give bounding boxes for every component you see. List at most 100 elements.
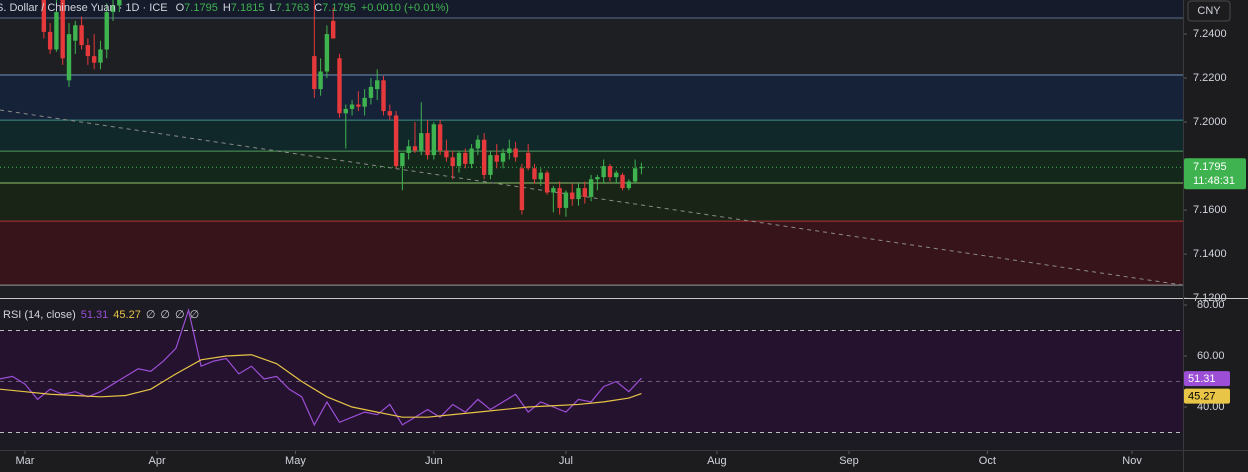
value-label-box xyxy=(1184,371,1230,387)
candle-body xyxy=(525,152,531,169)
countdown: 11:48:31 xyxy=(1193,175,1235,187)
candle-body xyxy=(639,167,644,169)
candle-body xyxy=(494,155,499,162)
value-label: 45.27 xyxy=(1188,390,1216,402)
candle-body xyxy=(576,188,581,200)
value-label-box xyxy=(1184,388,1230,404)
candle-body xyxy=(85,45,91,57)
candle-body xyxy=(356,104,361,107)
candle-body xyxy=(481,139,487,175)
rsi-placeholder: ∅ xyxy=(160,309,170,321)
candle-body xyxy=(381,80,386,112)
last-price-box xyxy=(1184,158,1246,190)
currency-box[interactable] xyxy=(1187,0,1231,22)
candle-body xyxy=(375,80,380,90)
candle-body xyxy=(41,0,47,32)
candle-body xyxy=(110,5,116,13)
candle-body xyxy=(488,155,493,175)
price-zone xyxy=(0,18,1183,76)
ohlc-key: O xyxy=(176,2,185,14)
ohlc-value: 7.1795 xyxy=(184,2,218,14)
candle-body xyxy=(330,20,336,39)
candle-body xyxy=(98,49,103,63)
ohlc-key: H xyxy=(223,2,231,14)
price-zone xyxy=(0,0,1183,19)
price-zone xyxy=(0,221,1183,286)
y-tick-label: 7.1400 xyxy=(1193,248,1227,260)
rsi-placeholder: ∅ xyxy=(175,309,185,321)
candle-body xyxy=(431,124,437,156)
candle-body xyxy=(117,0,122,6)
x-tick-label: Oct xyxy=(979,455,996,467)
candle-body xyxy=(456,152,462,167)
rsi-title: RSI (14, close) xyxy=(3,309,76,321)
ohlc-value: 7.1815 xyxy=(231,2,265,14)
candle-body xyxy=(570,192,575,200)
y-tick-label: 7.2400 xyxy=(1193,28,1227,40)
candle-body xyxy=(557,188,562,208)
price-zone xyxy=(0,285,1183,297)
candle-body xyxy=(412,146,418,151)
candle-body xyxy=(500,152,506,162)
rsi-legend-value: 45.27 xyxy=(113,309,141,321)
rsi-legend: RSI (14, close) 51.31 45.27 ∅ ∅ ∅ ∅ xyxy=(3,309,199,321)
symbol-title: S. Dollar / Chinese Yuan · 1D · ICE xyxy=(0,2,168,14)
candle-body xyxy=(349,104,355,109)
x-tick-label: Apr xyxy=(149,455,166,467)
last-price-label: 7.1795 xyxy=(1193,161,1227,173)
candle-body xyxy=(513,148,518,158)
candle-body xyxy=(626,181,632,189)
header-legend: S. Dollar / Chinese Yuan · 1D · ICE O7.17… xyxy=(0,2,449,14)
price-pane xyxy=(0,0,1183,297)
price-zone xyxy=(0,120,1183,152)
candle-body xyxy=(475,139,481,149)
rsi-placeholder: ∅ xyxy=(146,309,156,321)
price-change: +0.0010 (+0.01%) xyxy=(361,2,449,14)
x-tick-label: Mar xyxy=(15,455,34,467)
candle-body xyxy=(588,179,594,197)
candle-body xyxy=(582,188,588,197)
rsi-legend-value: 51.31 xyxy=(81,309,109,321)
candle-body xyxy=(318,71,323,90)
x-tick-label: Jun xyxy=(425,455,443,467)
candle-body xyxy=(544,172,550,193)
candle-body xyxy=(406,146,411,153)
candle-body xyxy=(393,115,399,167)
candle-body xyxy=(469,148,474,164)
candle-body xyxy=(73,25,78,41)
candle-body xyxy=(507,148,512,153)
candle-body xyxy=(60,0,65,59)
y-tick-label: 80.00 xyxy=(1197,299,1225,311)
ohlc-key: L xyxy=(269,2,275,14)
candle-body xyxy=(54,12,59,50)
candle-body xyxy=(312,56,317,90)
y-tick-label: 7.2000 xyxy=(1193,116,1227,128)
value-label: 51.31 xyxy=(1188,373,1216,385)
rsi-pane xyxy=(0,300,1183,450)
x-tick-label: Nov xyxy=(1122,455,1142,467)
candle-body xyxy=(551,188,556,193)
ohlc-key: C xyxy=(314,2,322,14)
x-tick-label: Sep xyxy=(839,455,859,467)
y-tick-label: 60.00 xyxy=(1197,350,1225,362)
candle-body xyxy=(519,168,525,211)
candle-body xyxy=(387,111,393,116)
candle-body xyxy=(400,152,405,167)
candle-body xyxy=(595,177,600,180)
candle-body xyxy=(532,168,537,180)
candle-body xyxy=(601,166,606,178)
candle-body xyxy=(47,31,53,50)
candle-body xyxy=(362,97,367,107)
currency: CNY xyxy=(1197,5,1221,17)
candle-body xyxy=(368,86,374,98)
candle-body xyxy=(104,12,109,50)
candle-body xyxy=(632,168,638,182)
candle-body xyxy=(324,34,330,72)
candle-body xyxy=(614,172,619,178)
ohlc-value: 7.1795 xyxy=(322,2,356,14)
candle-body xyxy=(66,34,72,81)
candle-body xyxy=(463,152,468,164)
